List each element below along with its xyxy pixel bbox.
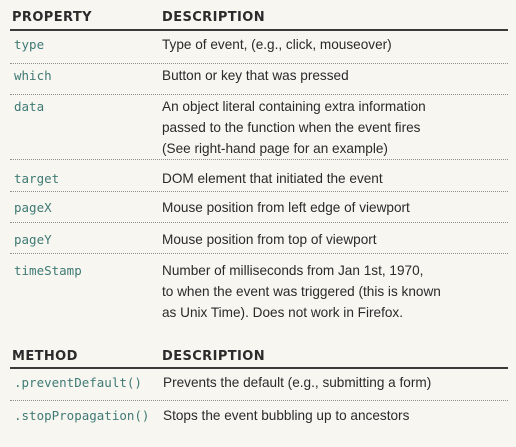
property-name-type: type	[14, 37, 45, 52]
property-description-timestamp: Number of milliseconds from Jan 1st, 197…	[162, 263, 441, 320]
property-header-rule	[10, 29, 508, 31]
table-row-target: target DOM element that initiated the ev…	[10, 160, 508, 192]
property-description-type: Type of event, (e.g., click, mouseover)	[162, 37, 392, 52]
property-name-data: data	[14, 99, 45, 114]
property-column-header: PROPERTY	[12, 10, 92, 25]
table-row-stop-propagation: .stopPropagation() Stops the event bubbl…	[10, 401, 508, 432]
property-description-pagex: Mouse position from left edge of viewpor…	[162, 200, 410, 215]
property-description-column-header: DESCRIPTION	[162, 10, 265, 25]
table-row-timestamp: timeStamp Number of milliseconds from Ja…	[10, 254, 508, 328]
method-column-header: METHOD	[12, 349, 78, 364]
property-description-pagey: Mouse position from top of viewport	[162, 232, 377, 247]
table-row-which: which Button or key that was pressed	[10, 64, 508, 95]
method-name-stop-propagation: .stopPropagation()	[14, 408, 150, 423]
property-name-which: which	[14, 68, 52, 83]
table-row-pagex: pageX Mouse position from left edge of v…	[10, 192, 508, 223]
table-row-prevent-default: .preventDefault() Prevents the default (…	[10, 370, 508, 401]
method-description-column-header: DESCRIPTION	[162, 349, 265, 364]
property-name-pagex: pageX	[14, 200, 52, 215]
property-description-target: DOM element that initiated the event	[162, 171, 383, 186]
method-description-prevent-default: Prevents the default (e.g., submitting a…	[163, 375, 432, 390]
table-row-data: data An object literal containing extra …	[10, 95, 508, 160]
table-row-type: type Type of event, (e.g., click, mouseo…	[10, 33, 508, 64]
table-row-pagey: pageY Mouse position from top of viewpor…	[10, 223, 508, 254]
property-description-which: Button or key that was pressed	[162, 68, 349, 83]
property-name-target: target	[14, 171, 60, 186]
method-header-rule	[10, 367, 508, 369]
property-name-timestamp: timeStamp	[14, 263, 82, 278]
method-description-stop-propagation: Stops the event bubbling up to ancestors	[163, 408, 410, 423]
method-name-prevent-default: .preventDefault()	[14, 375, 142, 390]
property-name-pagey: pageY	[14, 232, 52, 247]
property-description-data: An object literal containing extra infor…	[162, 99, 426, 156]
